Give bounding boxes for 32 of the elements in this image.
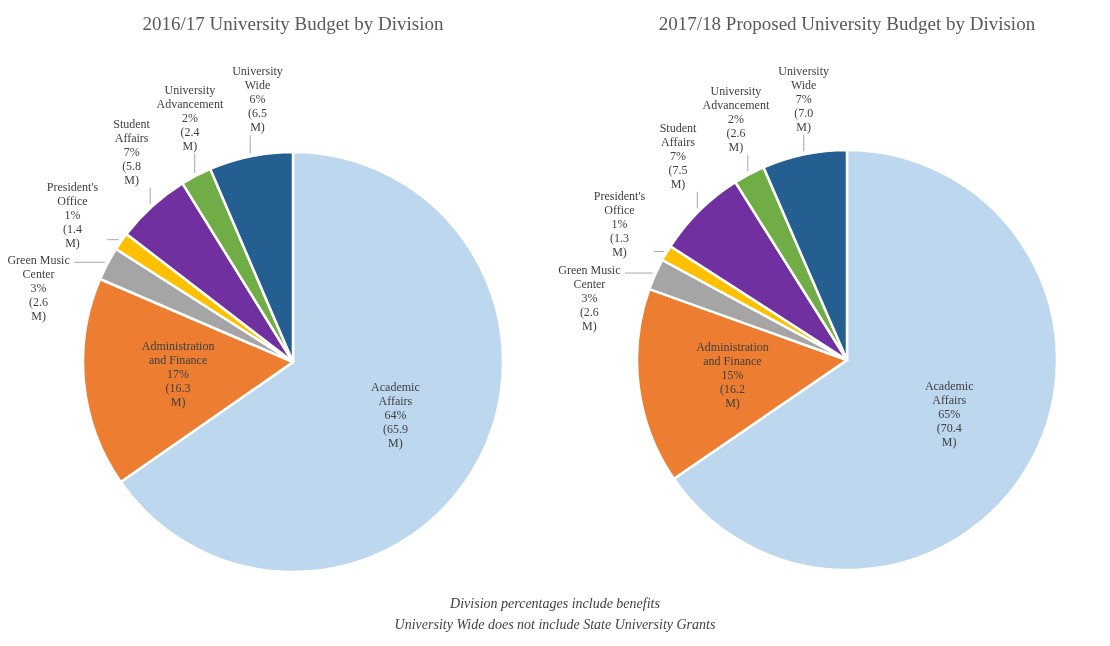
slice-label: University Advancement: [156, 82, 224, 111]
data-label: 7% (7.0 M): [794, 91, 814, 134]
data-label: 3% (2.6 M): [579, 290, 599, 333]
slice-label: Student Affairs: [113, 116, 151, 145]
text: Division percentages include benefits: [449, 596, 661, 611]
data-label: 1% (1.3 M): [609, 217, 629, 260]
slice-label: Administration and Finance: [696, 339, 769, 368]
data-label: 15% (16.2 M): [719, 367, 745, 410]
slice-label: Administration and Finance: [141, 338, 215, 367]
slice-label: Green Music Center: [558, 262, 621, 291]
slice-label: Student Affairs: [659, 120, 697, 149]
chart-title: 2016/17 University Budget by Division: [142, 13, 444, 34]
slice-label: President's Office: [593, 189, 646, 218]
data-label: 1% (1.4 M): [62, 208, 82, 251]
slice-label: Academic Affairs: [371, 380, 420, 409]
data-label: 2% (2.6 M): [726, 112, 746, 155]
data-label: 3% (2.6 M): [29, 280, 49, 323]
slice-label: Green Music Center: [7, 252, 70, 281]
data-label: 7% (5.8 M): [122, 144, 142, 187]
slice-label: University Advancement: [702, 84, 770, 113]
data-label: 65% (70.4 M): [936, 406, 962, 449]
slice-label: President's Office: [46, 180, 99, 209]
data-label: 7% (7.5 M): [668, 148, 688, 191]
data-label: 64% (65.9 M): [382, 408, 408, 451]
slice-label: University Wide: [232, 64, 283, 93]
data-label: 17% (16.3 M): [165, 366, 191, 409]
data-label: 2% (2.4 M): [180, 110, 200, 153]
text: University Wide does not include State University Grants: [394, 617, 716, 632]
data-label: 6% (6.5 M): [248, 92, 267, 135]
slice-label: University Wide: [778, 63, 829, 92]
slice-label: Academic Affairs: [924, 378, 974, 407]
chart-title: 2017/18 Proposed University Budget by Division: [658, 13, 1036, 34]
